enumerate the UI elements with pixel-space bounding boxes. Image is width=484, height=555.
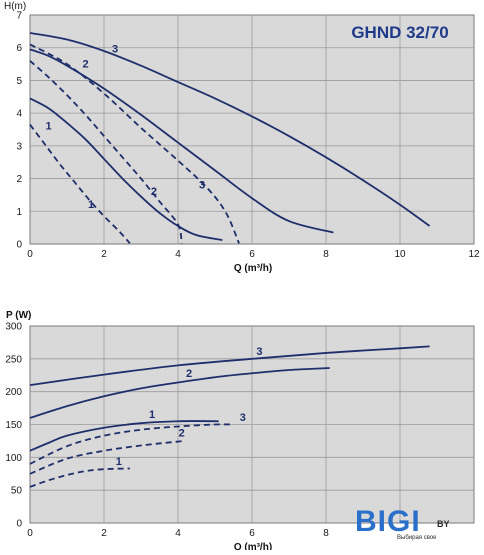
x-tick-label: 8 xyxy=(323,528,329,539)
logo-tagline: Выбирая свое xyxy=(397,535,437,541)
curve-label: 3 xyxy=(256,346,262,358)
x-axis-label: Q (m³/h) xyxy=(234,263,272,274)
bigi-logo: BIGI BY Выбирая свое xyxy=(355,505,477,547)
y-axis-label: P (W) xyxy=(6,310,31,321)
y-tick-label: 6 xyxy=(16,43,22,54)
curve-label: 1 xyxy=(116,456,122,468)
x-tick-label: 0 xyxy=(27,249,33,260)
curve-label: 2 xyxy=(186,368,192,380)
y-tick-label: 5 xyxy=(16,76,22,87)
x-tick-label: 0 xyxy=(27,528,33,539)
curve-label: 3 xyxy=(112,44,118,56)
y-tick-label: 150 xyxy=(5,420,22,431)
y-tick-label: 0 xyxy=(16,240,22,251)
curve-label: 2 xyxy=(179,427,185,439)
y-tick-label: 0 xyxy=(16,519,22,530)
curve-label: 1 xyxy=(88,199,94,211)
curve-label: 3 xyxy=(240,412,246,424)
curve-label: 3 xyxy=(199,179,205,191)
y-tick-label: 4 xyxy=(16,109,22,120)
chart-2 xyxy=(29,325,475,524)
series-curve-3-solid xyxy=(29,32,431,227)
y-tick-label: 50 xyxy=(11,486,23,497)
curve-label: 2 xyxy=(82,58,88,70)
y-tick-label: 1 xyxy=(16,207,22,218)
y-tick-label: 2 xyxy=(16,174,22,185)
series-curve-2-solid xyxy=(29,48,334,234)
series-curve-2-solid xyxy=(29,367,330,419)
x-tick-label: 4 xyxy=(175,528,181,539)
logo-suffix: BY xyxy=(437,519,450,529)
series-curve-3-solid xyxy=(29,345,430,386)
x-tick-label: 6 xyxy=(249,528,255,539)
series-curve-3-dashed xyxy=(29,43,240,244)
x-tick-label: 6 xyxy=(249,249,255,260)
y-axis-label: H(m) xyxy=(4,1,26,12)
x-tick-label: 10 xyxy=(394,249,406,260)
series-curve-3-dashed xyxy=(29,423,234,465)
series-curve-2-dashed xyxy=(29,440,184,475)
curve-label: 2 xyxy=(151,186,157,198)
y-tick-label: 100 xyxy=(5,453,22,464)
logo-wordmark: BIGI xyxy=(355,505,421,538)
x-tick-label: 12 xyxy=(468,249,480,260)
curve-label: 1 xyxy=(149,409,155,421)
y-tick-label: 300 xyxy=(5,322,22,333)
series-curve-1-dashed xyxy=(29,124,131,244)
y-tick-label: 3 xyxy=(16,141,22,152)
x-axis-label: Q (m³/h) xyxy=(234,542,272,550)
chart-1 xyxy=(29,14,475,245)
x-tick-label: 2 xyxy=(101,528,107,539)
curve-label: 1 xyxy=(45,121,51,133)
y-tick-label: 200 xyxy=(5,387,22,398)
y-tick-label: 7 xyxy=(16,11,22,22)
x-tick-label: 2 xyxy=(101,249,107,260)
y-tick-label: 250 xyxy=(5,354,22,365)
x-tick-label: 8 xyxy=(323,249,329,260)
series-curve-1-solid xyxy=(29,420,219,452)
series-curve-1-solid xyxy=(29,97,223,241)
x-tick-label: 4 xyxy=(175,249,181,260)
chart-title: GHND 32/70 xyxy=(351,23,448,42)
